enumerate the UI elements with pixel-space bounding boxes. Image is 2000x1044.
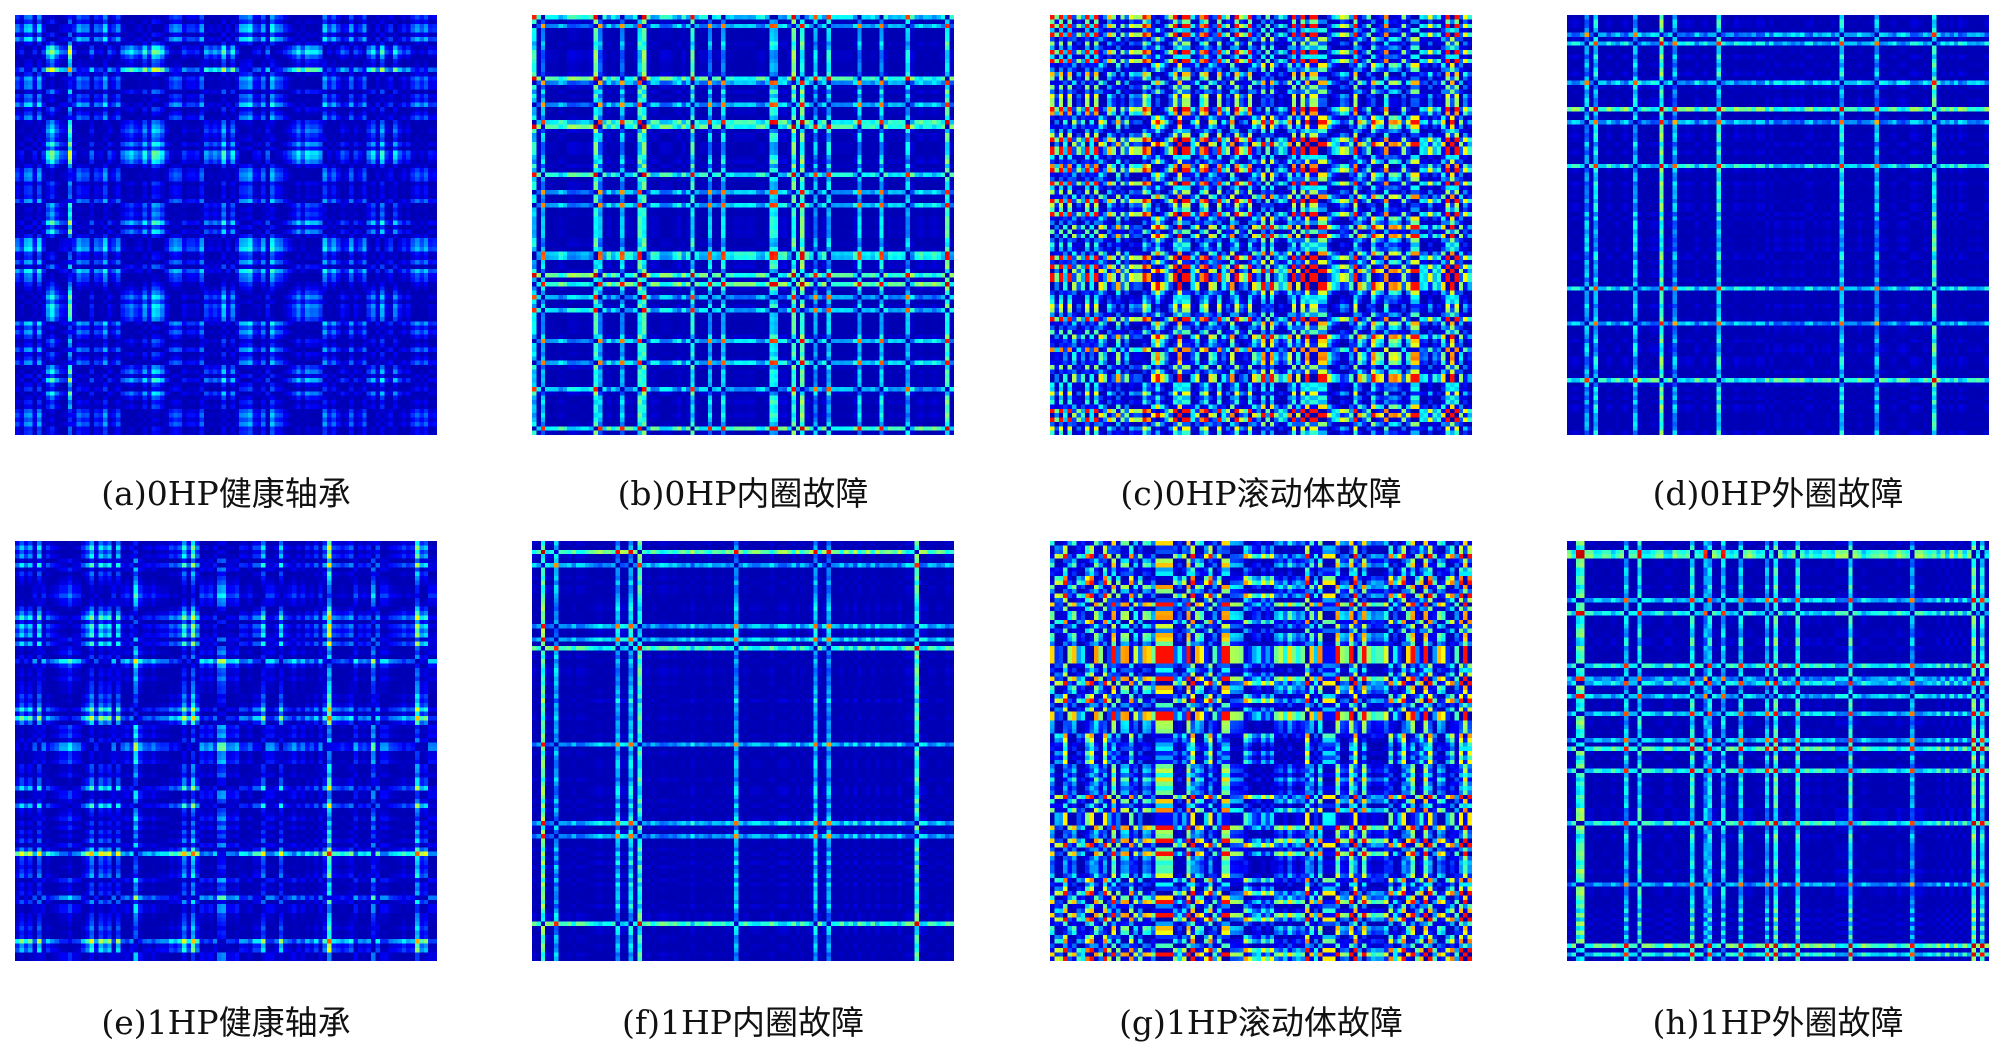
panel-e: (e)1HP健康轴承 <box>15 541 437 1042</box>
gaf-image-b <box>532 15 954 435</box>
panel-b: (b)0HP内圈故障 <box>532 15 954 513</box>
panel-c: (c)0HP滚动体故障 <box>1050 15 1472 513</box>
caption-c: (c)0HP滚动体故障 <box>1120 474 1402 513</box>
gaf-image-c <box>1050 15 1472 435</box>
gaf-image-e <box>15 541 437 961</box>
panel-d: (d)0HP外圈故障 <box>1567 15 1989 513</box>
caption-h: (h)1HP外圈故障 <box>1652 1003 1904 1042</box>
gaf-image-d <box>1567 15 1989 435</box>
caption-d: (d)0HP外圈故障 <box>1652 474 1904 513</box>
gaf-image-f <box>532 541 954 961</box>
gaf-image-a <box>15 15 437 435</box>
gaf-image-h <box>1567 541 1989 961</box>
panel-a: (a)0HP健康轴承 <box>15 15 437 513</box>
panel-g: (g)1HP滚动体故障 <box>1050 541 1472 1042</box>
panel-h: (h)1HP外圈故障 <box>1567 541 1989 1042</box>
caption-a: (a)0HP健康轴承 <box>101 474 351 513</box>
gaf-image-g <box>1050 541 1472 961</box>
caption-g: (g)1HP滚动体故障 <box>1119 1003 1403 1042</box>
caption-f: (f)1HP内圈故障 <box>622 1003 864 1042</box>
panel-f: (f)1HP内圈故障 <box>532 541 954 1042</box>
caption-e: (e)1HP健康轴承 <box>101 1003 351 1042</box>
caption-b: (b)0HP内圈故障 <box>617 474 869 513</box>
